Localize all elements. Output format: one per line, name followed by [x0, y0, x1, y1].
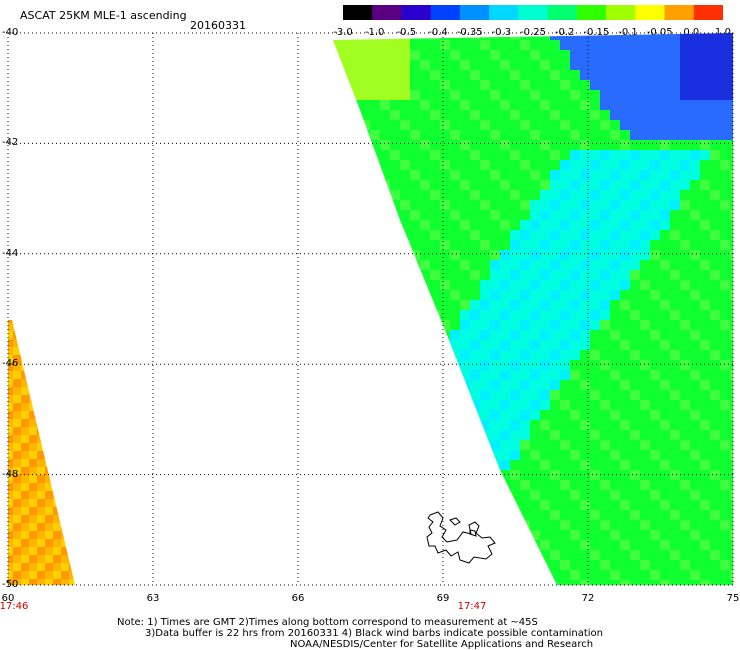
ascat-swath-east — [333, 33, 733, 585]
colorbar-tick-label: -0.05 — [646, 27, 673, 38]
colorbar-segment — [547, 5, 578, 20]
colorbar-segment — [489, 5, 519, 20]
time-label: 17:47 — [457, 601, 487, 612]
colorbar-tick-label: 1.0 — [715, 27, 731, 38]
colorbar-tick-label: -3.0 — [333, 27, 353, 38]
colorbar-segment — [518, 5, 549, 20]
lat-lon-grid — [7, 32, 734, 586]
latitude-label: -48 — [2, 468, 19, 480]
longitude-label: 60 — [1, 593, 15, 604]
latitude-label: -44 — [2, 247, 19, 259]
colorbar-segment — [606, 5, 636, 20]
colorbar — [343, 5, 723, 20]
colorbar-tick-label: -0.5 — [396, 27, 417, 38]
note-line-3: NOAA/NESDIS/Center for Satellite Applica… — [290, 639, 594, 650]
product-date: 20160331 — [190, 19, 246, 32]
colorbar-tick-label: -1.0 — [364, 27, 385, 38]
longitude-label: 66 — [291, 593, 305, 604]
longitude-label: 72 — [581, 593, 595, 604]
colorbar-segment — [635, 5, 666, 20]
colorbar-tick-label: 0.0 — [683, 27, 700, 38]
colorbar-segment — [372, 5, 402, 20]
latitude-label: -50 — [2, 579, 19, 590]
latitude-label: -42 — [2, 137, 19, 149]
longitude-label: 63 — [146, 593, 160, 604]
latitude-label: -40 — [2, 27, 19, 38]
longitude-label: 75 — [726, 593, 740, 604]
longitude-label: 69 — [436, 593, 450, 604]
colorbar-segment — [693, 5, 723, 20]
kerguelen-island-outline — [426, 511, 496, 564]
colorbar-tick-label: -0.3 — [491, 27, 512, 38]
colorbar-segment — [576, 5, 607, 20]
note-line-2: 3)Data buffer is 22 hrs from 20160331 4)… — [145, 628, 603, 639]
product-title: ASCAT 25KM MLE-1 ascending — [20, 9, 187, 22]
colorbar-segment — [664, 5, 695, 20]
colorbar-tick-label: -0.4 — [428, 27, 448, 38]
colorbar-tick-label: -0.35 — [456, 27, 483, 38]
time-label: 17:46 — [0, 601, 29, 612]
colorbar-segment — [343, 5, 373, 20]
note-line-1: Note: 1) Times are GMT 2)Times along bot… — [117, 617, 538, 628]
colorbar-segment — [459, 5, 490, 20]
colorbar-segment — [401, 5, 432, 20]
latitude-label: -46 — [2, 358, 19, 370]
ascat-swath-west — [8, 320, 75, 585]
colorbar-segment — [430, 5, 461, 20]
